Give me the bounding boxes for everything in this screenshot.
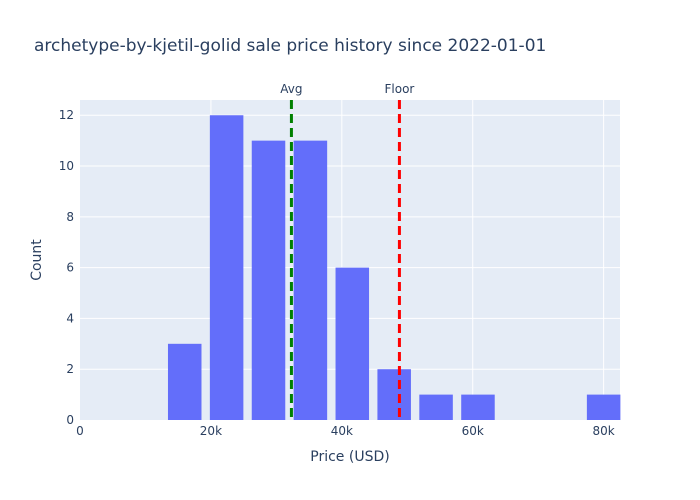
x-tick-label: 80k [593, 424, 615, 438]
floor-reference-label: Floor [384, 82, 414, 96]
y-tick-label: 8 [66, 210, 74, 224]
histogram-bar [586, 394, 621, 420]
y-tick-label: 10 [59, 159, 74, 173]
histogram-bar [461, 394, 495, 420]
histogram-bar [335, 267, 370, 420]
chart-title: archetype-by-kjetil-golid sale price his… [34, 36, 546, 56]
bars [167, 115, 621, 420]
histogram-bar [167, 343, 202, 420]
reference-lines: Avg Floor [280, 82, 414, 420]
histogram-bar [209, 115, 244, 420]
x-tick-label: 40k [331, 424, 353, 438]
avg-reference-label: Avg [280, 82, 302, 96]
histogram-bar [251, 140, 286, 420]
y-axis-ticks: 0 2 4 6 8 10 12 [59, 108, 74, 427]
y-axis-title: Count [29, 239, 45, 281]
x-tick-label: 0 [76, 424, 84, 438]
y-tick-label: 12 [59, 108, 74, 122]
histogram-bar [377, 369, 411, 420]
y-tick-label: 0 [66, 413, 74, 427]
x-axis-ticks: 0 20k 40k 60k 80k [76, 424, 615, 438]
y-tick-label: 2 [66, 362, 74, 376]
histogram-bar [293, 140, 328, 420]
x-tick-label: 60k [462, 424, 484, 438]
histogram-bar [419, 394, 453, 420]
y-tick-label: 6 [66, 261, 74, 275]
y-tick-label: 4 [66, 311, 74, 325]
x-tick-label: 20k [200, 424, 222, 438]
x-axis-title: Price (USD) [310, 449, 389, 465]
